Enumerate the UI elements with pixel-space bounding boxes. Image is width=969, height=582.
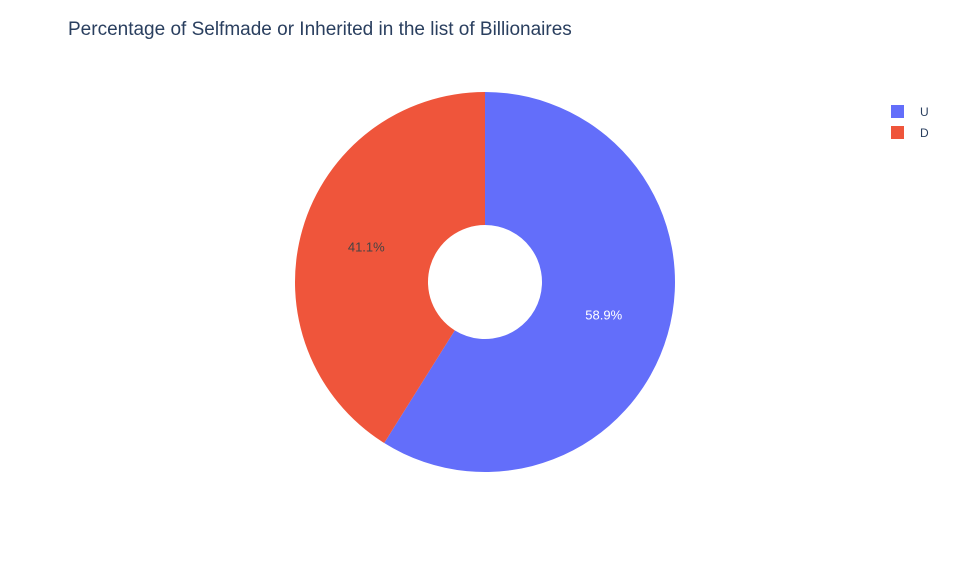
pie-slices	[294, 92, 675, 472]
slice-label-d: 41.1%	[348, 239, 385, 254]
chart-title: Percentage of Selfmade or Inherited in t…	[68, 19, 572, 40]
legend: U D	[891, 101, 929, 143]
legend-swatch-d	[891, 126, 904, 139]
legend-label-u: U	[920, 104, 929, 119]
legend-item-u[interactable]: U	[891, 101, 929, 122]
slice-label-u: 58.9%	[585, 308, 622, 323]
pie-slice-labels: 58.9% 41.1%	[348, 239, 623, 322]
legend-label-d: D	[920, 125, 929, 140]
legend-swatch-u	[891, 105, 904, 118]
legend-item-d[interactable]: D	[891, 122, 929, 143]
pie-slice-u[interactable]	[384, 92, 675, 472]
pie-slice-d[interactable]	[294, 92, 485, 444]
